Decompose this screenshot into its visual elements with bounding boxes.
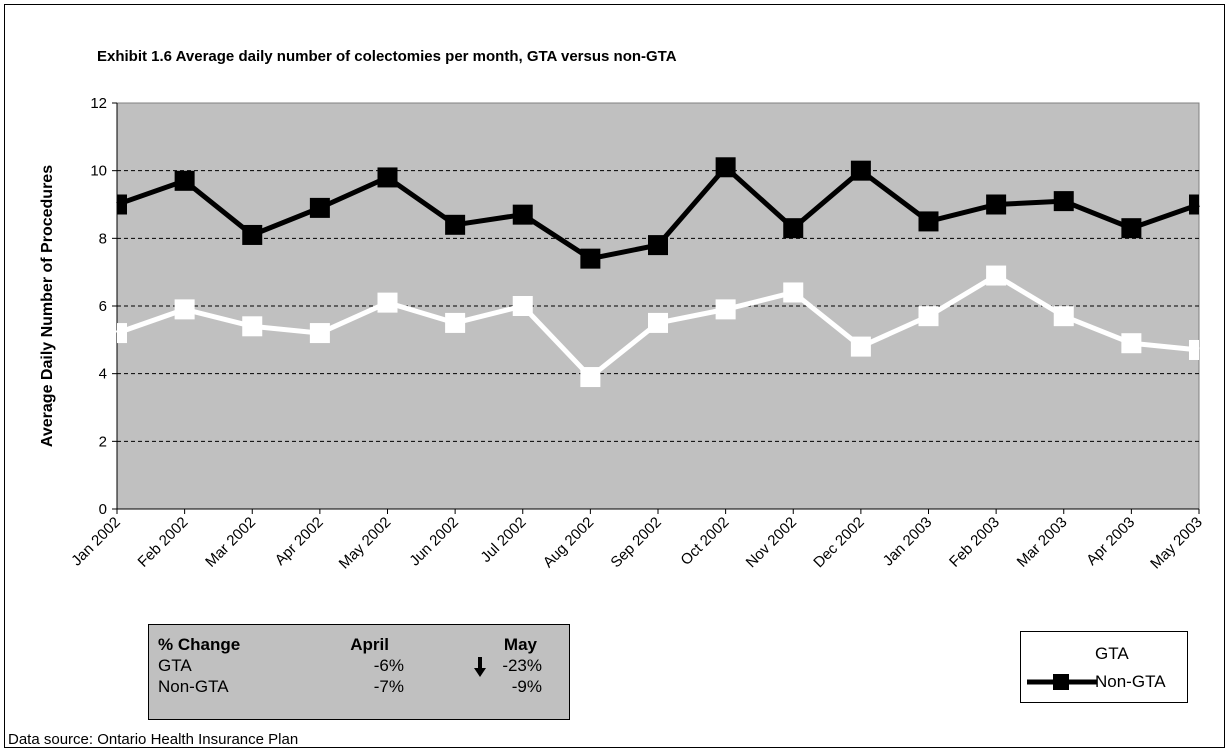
x-tick-label: Feb 2002 [135,514,192,571]
y-tick-labels: 0 2 4 6 8 10 12 [90,95,107,518]
change-header-label: % Change [158,635,241,654]
x-tick-label: Jan 2002 [68,514,124,570]
data-point-non-gta [1189,194,1199,215]
series-layer [116,157,1200,388]
data-point-gta [1189,339,1199,360]
y-tick-label: 8 [99,230,107,247]
data-point-non-gta [445,214,466,235]
data-point-gta [309,323,330,344]
data-point-non-gta [1053,191,1074,212]
change-row-nongta-label: Non-GTA [158,677,229,696]
x-tick-label: Oct 2002 [677,514,732,569]
x-tick-label: Apr 2002 [272,514,327,569]
data-point-non-gta [918,211,939,232]
y-tick-label: 12 [90,95,107,112]
legend-item-non-gta: Non-GTA [1027,670,1187,694]
change-row-gta-label: GTA [158,656,192,675]
x-tick-label: Apr 2003 [1083,514,1138,569]
data-point-non-gta [580,248,601,269]
data-point-non-gta [986,194,1007,215]
legend-item-gta: GTA [1027,642,1187,666]
data-source-note: Data source: Ontario Health Insurance Pl… [8,731,299,748]
x-tick-label: Jan 2003 [880,514,936,570]
data-point-gta [512,296,533,316]
data-point-gta [648,312,668,333]
data-point-gta [918,306,939,327]
change-row-gta-april: -6% [373,656,404,675]
legend-swatch-non-gta [1027,674,1097,690]
x-tick-labels: Jan 2002 Feb 2002 Mar 2002 Apr 2002 May 2002… [68,514,1206,573]
data-point-non-gta [715,157,736,178]
data-point-gta [783,282,804,303]
data-point-non-gta [850,160,871,181]
x-tick-label: Aug 2002 [540,514,597,571]
data-point-gta [1053,306,1074,327]
data-point-non-gta [512,204,533,225]
data-point-non-gta [1121,218,1142,239]
x-tick-label: Jun 2002 [406,514,462,570]
data-point-non-gta [377,167,398,188]
data-point-non-gta [117,194,127,215]
y-tick-label: 4 [99,366,107,383]
data-point-non-gta [242,224,263,245]
data-point-non-gta [309,197,330,218]
legend-label-non-gta: Non-GTA [1095,672,1166,691]
x-tick-label: Mar 2003 [1014,514,1071,571]
y-axis-label: Average Daily Number of Procedures [39,165,56,447]
data-point-gta [242,316,263,337]
legend-swatch-gta [1027,646,1097,662]
x-tick-label: Sep 2002 [607,514,664,571]
change-header-april: April [350,635,389,654]
data-point-non-gta [648,235,668,256]
y-tick-label: 2 [99,433,107,450]
data-point-gta [117,323,127,344]
x-tick-label: Feb 2003 [946,514,1003,571]
data-point-gta [377,292,398,313]
data-point-gta [850,336,871,357]
change-row-nongta-april: -7% [373,677,404,696]
y-tick-label: 6 [99,298,107,315]
y-tick-label: 10 [90,163,107,180]
data-point-non-gta [783,218,804,239]
data-point-gta [715,299,736,320]
x-tick-label: May 2002 [336,514,395,573]
x-tick-label: Dec 2002 [810,514,867,571]
data-point-gta [445,312,466,333]
change-row-nongta-may: -9% [511,677,542,696]
y-tick-label: 0 [99,501,107,518]
x-tick-label: Nov 2002 [743,514,800,571]
x-tick-label: May 2003 [1147,514,1206,573]
change-row-gta-may: -23% [502,656,542,675]
data-point-non-gta [174,170,195,191]
x-tick-label: Jul 2002 [477,514,529,566]
legend-label-gta: GTA [1095,644,1129,663]
x-tick-label: Mar 2002 [202,514,259,571]
percent-change-table: % Change April May GTA -6% -23% Non-GTA … [148,624,570,720]
data-point-gta [986,265,1007,286]
data-point-gta [580,367,601,388]
change-header-may: May [503,635,537,654]
chart-title: Exhibit 1.6 Average daily number of cole… [97,48,677,65]
data-point-gta [1121,333,1142,354]
down-arrow-icon [474,657,486,677]
data-point-gta [174,299,195,320]
axes [112,102,1200,514]
chart-legend: GTA Non-GTA [1020,631,1188,703]
